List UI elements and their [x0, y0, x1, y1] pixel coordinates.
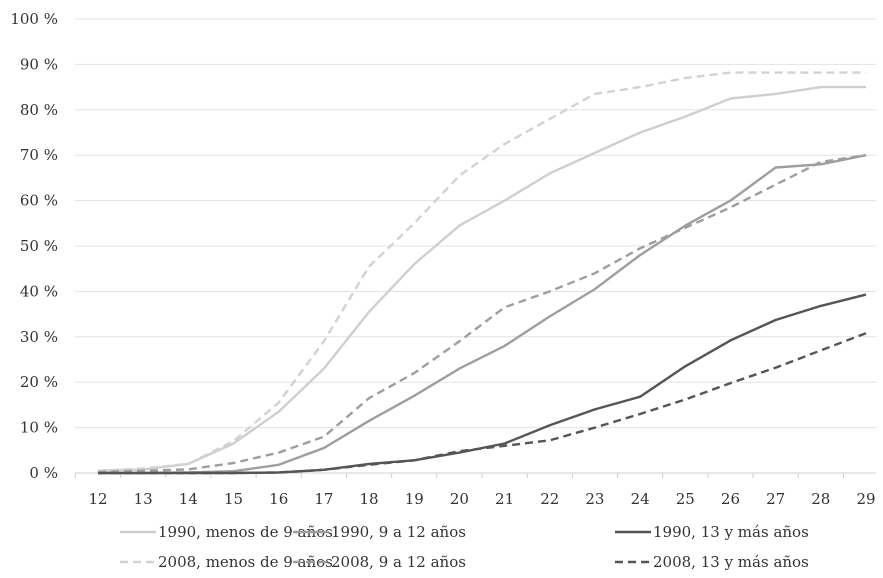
x-tick-label: 14 [179, 490, 198, 508]
x-axis: 12 13 14 15 16 17 18 19 20 21 22 23 24 25 26 27 28 29 [74, 472, 876, 508]
y-tick-label: 0 % [29, 464, 58, 482]
y-axis: 0 % 10 % 20 % 30 % 40 % 50 % 60 % 70 % 80 % 90 % 1… [10, 10, 58, 482]
y-tick-label: 10 % [20, 419, 58, 437]
gridlines [75, 18, 876, 429]
y-tick-label: 100 % [10, 10, 58, 28]
x-tick-label: 20 [450, 490, 469, 508]
legend-label-4: 2008, menos de 9 años [158, 553, 333, 571]
y-tick-label: 40 % [20, 282, 58, 300]
y-tick-label: 70 % [20, 146, 58, 164]
series-line-2 [98, 154, 867, 475]
x-tick-label: 25 [676, 490, 695, 508]
x-tick-label: 26 [721, 490, 740, 508]
x-tick-label: 21 [495, 490, 514, 508]
x-tick-label: 19 [405, 490, 424, 508]
y-tick-label: 20 % [20, 373, 58, 391]
x-tick-label: 27 [766, 490, 785, 508]
y-tick-label: 50 % [20, 237, 58, 255]
y-tick-label: 80 % [20, 101, 58, 119]
series-layer [97, 71, 867, 475]
y-tick-label: 30 % [20, 328, 58, 346]
x-tick-label: 29 [856, 490, 875, 508]
y-tick-label: 60 % [20, 192, 58, 210]
series-line-1 [97, 85, 866, 472]
series-line-3 [98, 293, 867, 475]
legend-label-3: 1990, 13 y más años [653, 523, 809, 541]
x-tick-label: 24 [631, 490, 650, 508]
legend-label-6: 2008, 13 y más años [653, 553, 809, 571]
x-tick-label: 12 [88, 490, 107, 508]
legend-label-1: 1990, menos de 9 años [158, 523, 333, 541]
series-line-6 [98, 332, 867, 475]
x-tick-label: 28 [811, 490, 830, 508]
x-tick-label: 17 [314, 490, 333, 508]
x-tick-label: 18 [360, 490, 379, 508]
series-line-5 [97, 154, 867, 474]
legend-label-2: 1990, 9 a 12 años [331, 523, 466, 541]
legend-label-5: 2008, 9 a 12 años [331, 553, 466, 571]
x-tick-label: 16 [269, 490, 288, 508]
x-tick-label: 23 [585, 490, 604, 508]
x-tick-label: 22 [540, 490, 559, 508]
x-tick-label: 13 [134, 490, 153, 508]
x-tick-label: 15 [224, 490, 243, 508]
y-tick-label: 90 % [20, 55, 58, 73]
series-line-4 [97, 71, 866, 472]
